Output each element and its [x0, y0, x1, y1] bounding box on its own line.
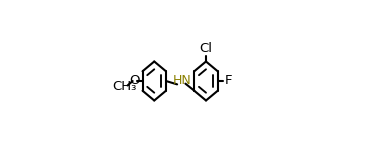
- Text: O: O: [130, 75, 140, 87]
- Text: CH₃: CH₃: [112, 81, 137, 93]
- Text: F: F: [225, 75, 232, 87]
- Text: HN: HN: [172, 74, 191, 87]
- Text: Cl: Cl: [199, 42, 212, 55]
